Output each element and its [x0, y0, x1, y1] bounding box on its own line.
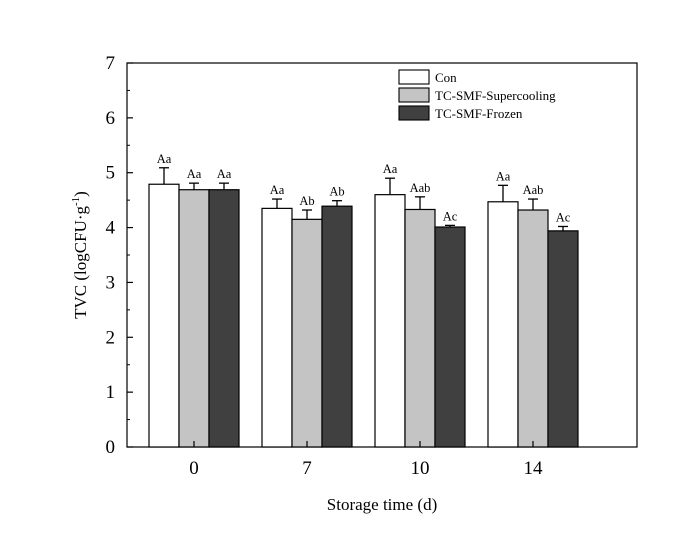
x-tick-label: 7: [302, 458, 312, 479]
y-axis-title-sup: -1: [70, 197, 82, 206]
significance-label: Aa: [383, 162, 398, 176]
y-tick-label: 4: [106, 218, 116, 239]
legend-label: TC-SMF-Frozen: [435, 106, 523, 121]
y-tick-label: 6: [106, 108, 116, 129]
significance-label: Aa: [157, 152, 172, 166]
y-tick-label: 1: [106, 382, 116, 403]
y-axis-title-close: ): [71, 191, 90, 197]
bar-tc-smf-supercooling: [178, 189, 210, 448]
x-tick-label: 10: [411, 458, 430, 479]
bar-tc-smf-frozen: [547, 230, 579, 448]
significance-label: Ab: [329, 185, 344, 199]
significance-label: Aa: [270, 183, 285, 197]
y-tick-label: 0: [106, 437, 116, 458]
bar-tc-smf-supercooling: [517, 209, 549, 448]
bar-tc-smf-frozen: [208, 189, 240, 448]
y-tick-label: 3: [106, 272, 116, 293]
bar-tc-smf-frozen: [434, 226, 466, 448]
legend-swatch: [398, 87, 430, 103]
x-tick-label: 14: [524, 458, 544, 479]
legend-label: TC-SMF-Supercooling: [435, 88, 556, 103]
y-tick-label: 5: [106, 163, 116, 184]
y-axis-title-main: TVC (logCFU·g: [71, 205, 90, 318]
x-axis-title: Storage time (d): [327, 495, 437, 514]
significance-label: Ab: [299, 194, 314, 208]
legend-swatch: [398, 69, 430, 85]
bar-tc-smf-supercooling: [291, 218, 323, 448]
significance-label: Ac: [443, 209, 458, 223]
bars-layer: Aa Aa Aa Aa Aa Ab Aab Aab Aa Ab Ac Ac: [148, 152, 579, 448]
significance-label: Aa: [217, 167, 232, 181]
legend: Con TC-SMF-Supercooling TC-SMF-Frozen: [398, 69, 556, 121]
significance-label: Aa: [496, 169, 511, 183]
legend-swatch: [398, 105, 430, 121]
legend-label: Con: [435, 70, 457, 85]
bar-con: [148, 183, 180, 448]
bar-con: [487, 201, 519, 448]
y-tick-label: 2: [106, 327, 116, 348]
x-tick-label: 0: [189, 458, 199, 479]
bar-con: [261, 207, 293, 448]
axes-layer: 0 1 2 3 4 5 6 7 0 7 10 14: [106, 53, 544, 479]
significance-label: Aa: [187, 167, 202, 181]
significance-label: Aab: [410, 181, 431, 195]
y-tick-label: 7: [106, 53, 116, 74]
bar-tc-smf-frozen: [321, 205, 353, 448]
y-axis-title: TVC (logCFU·g-1): [70, 191, 90, 319]
significance-label: Ac: [556, 210, 571, 224]
bar-tc-smf-supercooling: [404, 208, 436, 448]
bar-con: [374, 194, 406, 448]
significance-label: Aab: [523, 183, 544, 197]
